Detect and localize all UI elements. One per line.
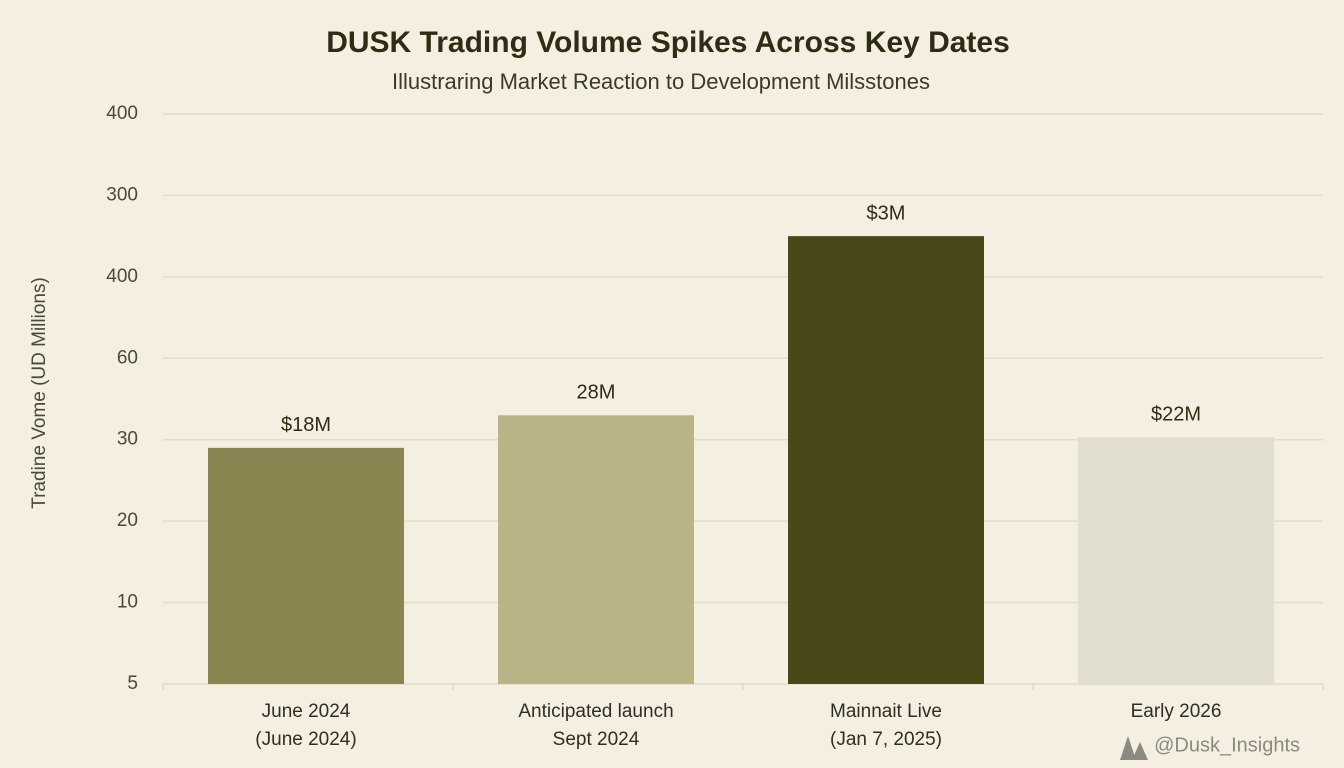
y-tick-label: 10 <box>117 592 138 613</box>
value-label: $18M <box>281 414 331 436</box>
bar <box>788 236 984 684</box>
bar <box>498 415 694 684</box>
y-tick-label: 400 <box>106 103 138 124</box>
value-label: 28M <box>577 382 616 404</box>
chart-subtitle: Illustraring Market Reaction to Developm… <box>392 69 930 94</box>
value-label: $3M <box>867 202 906 224</box>
chart-title: DUSK Trading Volume Spikes Across Key Da… <box>326 26 1010 59</box>
y-tick-label: 30 <box>117 429 138 450</box>
x-tick-label: (June 2024) <box>255 729 356 750</box>
x-tick-label: Anticipated launch <box>518 701 673 722</box>
value-label: $22M <box>1151 404 1201 426</box>
x-tick-label: June 2024 <box>262 701 351 722</box>
x-tick-label: (Jan 7, 2025) <box>830 729 942 750</box>
bar <box>1078 437 1274 684</box>
watermark-icon <box>1120 736 1148 760</box>
x-tick-label: Sept 2024 <box>553 729 640 750</box>
y-tick-label: 400 <box>106 266 138 287</box>
y-tick-label: 5 <box>127 673 138 694</box>
watermark: @Dusk_Insights <box>1154 734 1300 756</box>
bar <box>208 447 404 684</box>
x-tick-label: Mainnait Live <box>830 701 942 722</box>
y-tick-label: 60 <box>117 347 138 368</box>
x-tick-label: Early 2026 <box>1131 701 1222 722</box>
y-axis-title: Tradine Vome (UD Millions) <box>29 277 50 509</box>
y-tick-label: 20 <box>117 510 138 531</box>
y-tick-label: 300 <box>106 184 138 205</box>
